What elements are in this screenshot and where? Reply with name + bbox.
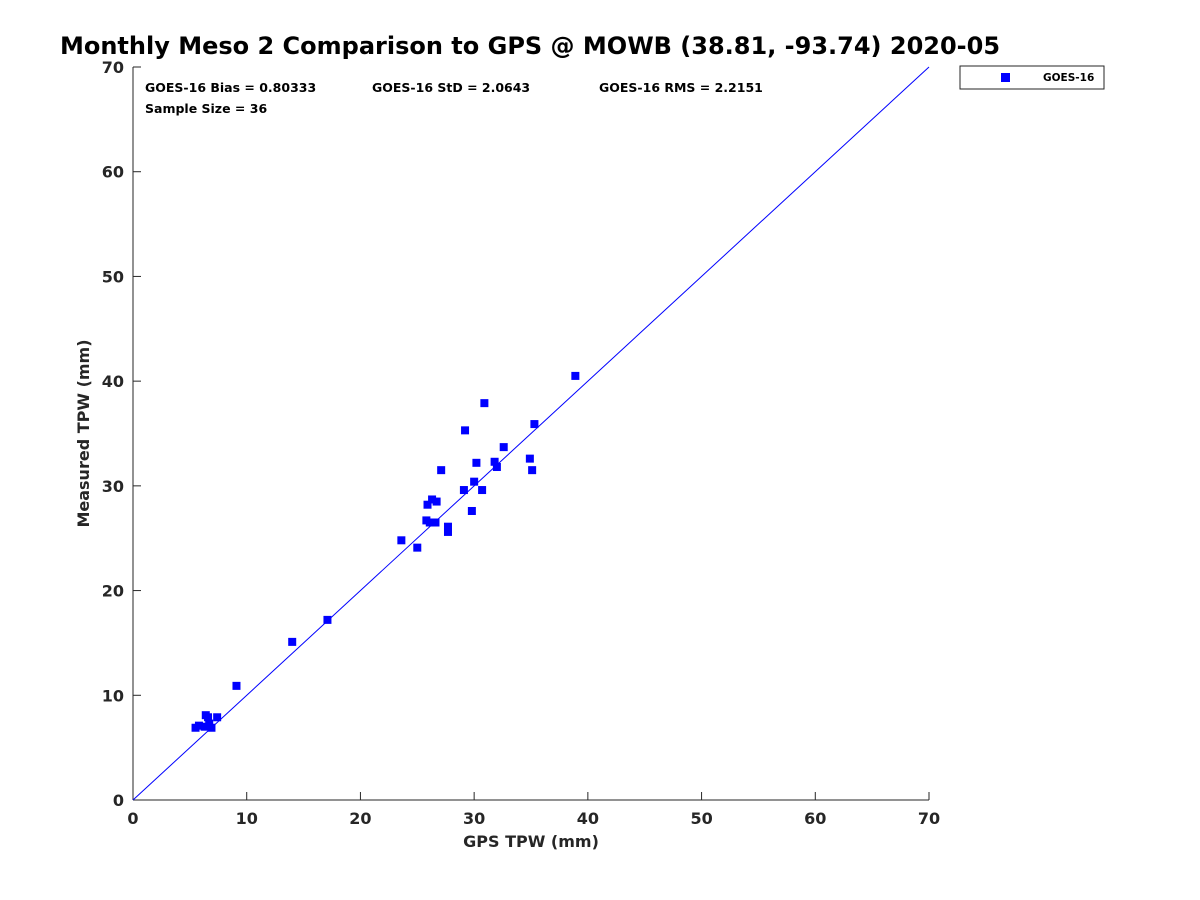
data-point	[205, 719, 214, 728]
data-point	[194, 721, 203, 730]
chart-title: Monthly Meso 2 Comparison to GPS @ MOWB …	[60, 32, 1000, 60]
data-point	[397, 536, 406, 545]
data-point	[459, 486, 468, 495]
data-point	[443, 522, 452, 531]
x-tick-label: 40	[577, 809, 599, 828]
data-point	[461, 426, 470, 435]
data-point	[232, 681, 241, 690]
data-point	[470, 477, 479, 486]
data-point	[472, 458, 481, 467]
y-tick-label: 10	[102, 686, 124, 705]
x-tick-label: 50	[690, 809, 712, 828]
data-point	[207, 723, 216, 732]
data-point	[431, 518, 440, 527]
y-tick-label: 50	[102, 267, 124, 286]
data-point	[432, 497, 441, 506]
std-annotation: GOES-16 StD = 2.0643	[372, 80, 530, 95]
data-point	[200, 722, 209, 731]
data-point	[499, 443, 508, 452]
data-point	[571, 371, 580, 380]
data-point	[437, 466, 446, 475]
y-axis-label: Measured TPW (mm)	[74, 339, 93, 527]
legend-label-goes-16: GOES-16	[1043, 72, 1094, 84]
y-tick-label: 30	[102, 477, 124, 496]
legend: GOES-16	[959, 65, 1105, 90]
data-point	[213, 713, 222, 722]
x-tick-label: 60	[804, 809, 826, 828]
rms-annotation: GOES-16 RMS = 2.2151	[599, 80, 763, 95]
y-tick-label: 20	[102, 582, 124, 601]
data-point	[478, 486, 487, 495]
x-tick-label: 30	[463, 809, 485, 828]
data-point	[413, 543, 422, 552]
data-point	[490, 457, 499, 466]
x-tick-label: 20	[349, 809, 371, 828]
x-tick-label: 10	[236, 809, 258, 828]
axes	[132, 67, 929, 801]
x-axis-label: GPS TPW (mm)	[463, 832, 599, 851]
data-point	[423, 500, 432, 509]
bias-annotation: GOES-16 Bias = 0.80333	[145, 80, 316, 95]
data-point	[443, 527, 452, 536]
data-point	[204, 713, 213, 722]
legend-box	[959, 65, 1105, 90]
x-axis-ticks: 0 10 20 30 40 50 60 70	[127, 792, 940, 828]
data-point	[480, 399, 489, 408]
one-to-one-reference-line	[132, 66, 930, 801]
data-point	[288, 637, 297, 646]
x-tick-label: 0	[127, 809, 138, 828]
y-tick-label: 0	[113, 791, 124, 810]
data-point	[528, 466, 537, 475]
data-point	[323, 615, 332, 624]
legend-marker-square-icon	[1001, 73, 1010, 82]
data-point	[428, 495, 437, 504]
x-tick-label: 70	[918, 809, 940, 828]
data-point	[530, 420, 539, 429]
y-axis-ticks: 0 10 20 30 40 50 60 70	[102, 58, 141, 810]
sample-size-annotation: Sample Size = 36	[145, 101, 267, 116]
data-point	[425, 518, 434, 527]
y-tick-label: 60	[102, 163, 124, 182]
data-point	[492, 463, 501, 472]
y-tick-label: 70	[102, 58, 124, 77]
data-point	[525, 454, 534, 463]
data-point	[467, 506, 476, 515]
data-points-goes-16	[191, 371, 580, 732]
y-tick-label: 40	[102, 372, 124, 391]
